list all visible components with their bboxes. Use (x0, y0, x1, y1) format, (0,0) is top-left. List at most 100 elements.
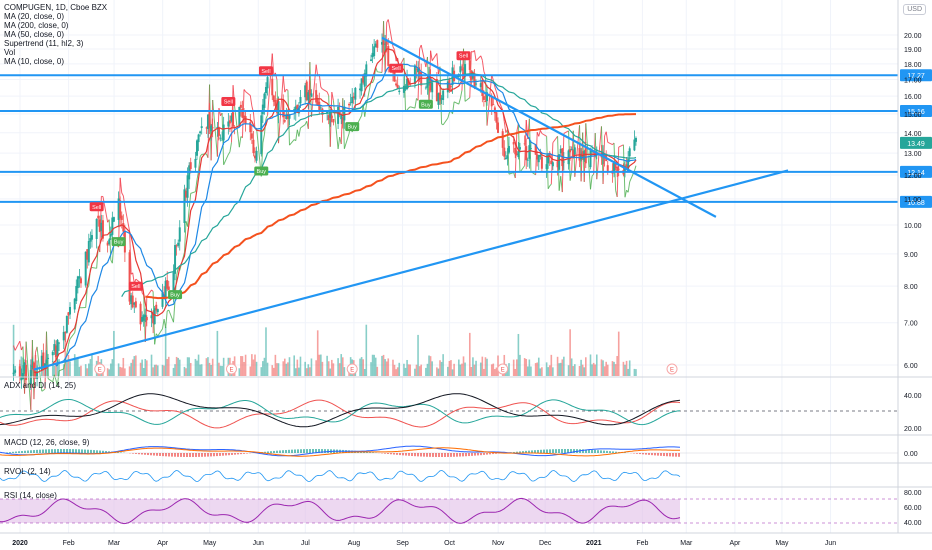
volume-bar (360, 357, 363, 376)
volume-bar (548, 365, 551, 376)
volume-bar (384, 359, 386, 376)
candle-body (205, 127, 208, 129)
ma50-line (121, 73, 637, 297)
rsi-pane-title[interactable]: RSI (14, close) (4, 491, 57, 500)
volume-bar (294, 368, 297, 376)
macd-histogram-bar (315, 449, 317, 453)
signal-label: Sell (224, 100, 233, 106)
volume-bar (117, 363, 120, 376)
candle-body (490, 95, 493, 107)
supertrend-segment (271, 53, 275, 77)
supertrend-segment (331, 91, 334, 101)
price-tick-label: 9.00 (904, 252, 918, 259)
rvol-pane-title[interactable]: RVOL (2, 14) (4, 467, 51, 476)
candle-body (186, 175, 189, 198)
volume-bar (561, 359, 564, 376)
volume-bar (78, 366, 81, 376)
candle-body (506, 155, 509, 159)
candle-body (558, 154, 561, 170)
volume-bar (497, 355, 499, 376)
candle-body (296, 104, 299, 110)
macd-histogram-bar (420, 453, 422, 457)
volume-bar (141, 359, 143, 376)
candle-body (307, 92, 310, 101)
supertrend-segment (458, 98, 461, 105)
legend-ma50[interactable]: MA (50, close, 0) (4, 30, 65, 39)
volume-bar (285, 363, 288, 376)
macd-histogram-bar (531, 450, 533, 453)
trendlines[interactable] (33, 36, 789, 371)
candle-body (210, 125, 213, 132)
candle-body (525, 146, 528, 161)
volume-bar (470, 366, 473, 376)
macd-histogram-bar (585, 449, 587, 453)
candle-body (167, 286, 170, 290)
candle-body (216, 126, 219, 129)
candle-body (592, 152, 595, 154)
legend-volume[interactable]: Vol (4, 48, 16, 57)
earnings-marker (497, 363, 509, 375)
volume-bar (617, 331, 620, 376)
trendline-descending (381, 36, 717, 218)
supertrend-segment (119, 177, 123, 193)
candle-body (18, 366, 21, 377)
candle-body (76, 276, 79, 289)
supertrend-segment (199, 154, 203, 157)
volume-bar (414, 368, 416, 376)
candle-body (53, 344, 56, 351)
macd-histogram-bar (555, 449, 557, 453)
candle-body (274, 99, 277, 106)
legend-ma20[interactable]: MA (20, close, 0) (4, 12, 65, 21)
volume-bar (462, 356, 465, 376)
supertrend-segment (194, 179, 198, 192)
volume-bar (481, 356, 484, 376)
time-tick-label: Oct (444, 540, 455, 547)
supertrend-segment (187, 208, 190, 227)
candle-body (551, 162, 554, 167)
volume-bar (417, 334, 419, 376)
candle-body (178, 227, 181, 242)
candle-body (439, 92, 441, 101)
volume-bar (199, 364, 201, 376)
candle-body (537, 154, 540, 163)
candle-body (23, 363, 26, 371)
volume-bar (625, 360, 628, 376)
supertrend-segment (591, 173, 595, 177)
volume-bar (385, 361, 388, 376)
adx-pane-title[interactable]: ADX and DI (14, 25) (4, 381, 77, 390)
volume-bar (382, 354, 385, 376)
time-tick-label: Apr (157, 540, 169, 547)
volume-bar (321, 361, 324, 376)
macd-histogram-bar (522, 451, 524, 453)
candle-body (514, 147, 517, 155)
legend-ma200[interactable]: MA (200, close, 0) (4, 21, 69, 30)
legend-symbol[interactable]: COMPUGEN, 1D, Cboe BZX (4, 3, 108, 12)
candle-body (90, 235, 93, 240)
volume-bar (205, 358, 208, 376)
macd-histogram-bar (180, 453, 182, 457)
macd-histogram-bar (93, 450, 95, 453)
volume-bar (332, 363, 335, 376)
candle-body (459, 66, 462, 73)
di-plus-line (0, 399, 681, 426)
candle-body (40, 355, 43, 371)
candle-body (142, 315, 145, 321)
macd-histogram-bar (516, 451, 518, 453)
macd-histogram-bar (513, 451, 515, 453)
currency-label[interactable]: USD (903, 4, 926, 15)
supertrend-segment (494, 86, 497, 93)
volume-bar (183, 366, 186, 376)
candle-body (230, 115, 233, 121)
volume-bar (111, 359, 114, 376)
legend-supertrend[interactable]: Supertrend (11, hl2, 3) (4, 39, 84, 48)
price-level-value: 12.14 (907, 170, 925, 177)
candle-body (106, 242, 109, 246)
candle-body (164, 280, 167, 300)
horizontal-levels[interactable]: 17.27 15.16 12.14 10.88 13.49 (0, 69, 932, 208)
legend-ma10[interactable]: MA (10, close, 0) (4, 57, 65, 66)
macd-pane-title[interactable]: MACD (12, 26, close, 9) (4, 438, 90, 447)
macd-histogram-bar (519, 451, 521, 453)
candle-body (172, 272, 175, 293)
